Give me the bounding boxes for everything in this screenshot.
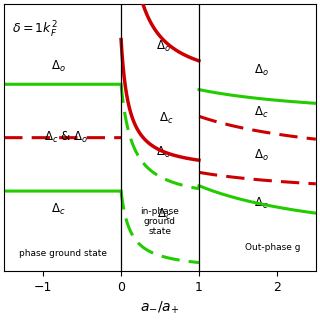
Text: $\Delta_o$: $\Delta_o$ — [156, 145, 171, 160]
Text: $\delta = 1k_F^2$: $\delta = 1k_F^2$ — [12, 20, 58, 40]
Text: $\Delta_c$: $\Delta_c$ — [156, 207, 171, 222]
Text: $\Delta_c$ & $\Delta_o$: $\Delta_c$ & $\Delta_o$ — [44, 130, 89, 145]
Text: $\Delta_o$: $\Delta_o$ — [51, 59, 66, 74]
X-axis label: $a_{-}/a_{+}$: $a_{-}/a_{+}$ — [140, 300, 180, 316]
Text: $\Delta_o$: $\Delta_o$ — [254, 148, 269, 163]
Text: $\Delta_c$: $\Delta_c$ — [159, 111, 173, 126]
Text: phase ground state: phase ground state — [19, 249, 107, 258]
Text: Out-phase g: Out-phase g — [245, 244, 301, 252]
Text: $\Delta_o$: $\Delta_o$ — [254, 63, 269, 78]
Text: in-phase
ground
state: in-phase ground state — [140, 207, 180, 236]
Text: $\Delta_o$: $\Delta_o$ — [156, 38, 171, 54]
Text: $\Delta_c$: $\Delta_c$ — [254, 196, 268, 211]
Text: $\Delta_c$: $\Delta_c$ — [52, 202, 66, 217]
Text: $\Delta_c$: $\Delta_c$ — [254, 105, 268, 120]
